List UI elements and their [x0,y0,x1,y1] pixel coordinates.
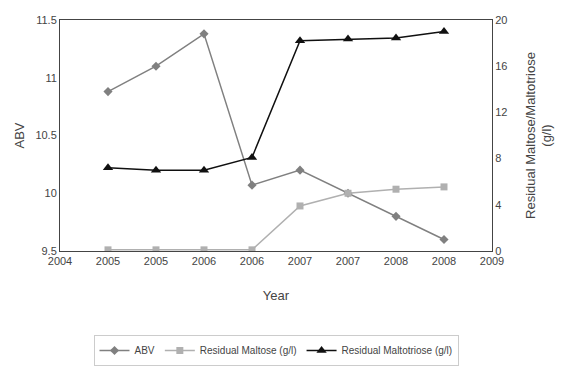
svg-text:Residual Maltotriose (g/l): Residual Maltotriose (g/l) [342,345,453,356]
svg-text:0: 0 [495,245,501,257]
svg-text:4: 4 [495,199,501,211]
svg-text:10: 10 [45,187,57,199]
svg-text:2006: 2006 [240,255,264,267]
svg-text:2007: 2007 [336,255,360,267]
svg-text:ABV: ABV [135,345,155,356]
svg-text:11.5: 11.5 [36,14,57,26]
svg-text:2004: 2004 [48,255,72,267]
svg-text:20: 20 [495,14,507,26]
svg-text:11: 11 [45,72,56,84]
svg-text:8: 8 [495,152,501,164]
svg-text:12: 12 [495,106,507,118]
svg-text:2008: 2008 [384,255,408,267]
svg-text:Residual Maltose/Maltotriose(g: Residual Maltose/Maltotriose(g/l) [523,52,555,219]
svg-text:16: 16 [495,60,507,72]
svg-text:Year: Year [263,288,290,303]
svg-text:2005: 2005 [144,255,168,267]
svg-text:9.5: 9.5 [42,245,57,257]
svg-text:2008: 2008 [432,255,456,267]
svg-text:2007: 2007 [288,255,312,267]
svg-text:10.5: 10.5 [35,129,56,141]
svg-text:Residual Maltose (g/l): Residual Maltose (g/l) [200,345,297,356]
svg-text:2006: 2006 [192,255,216,267]
svg-text:2005: 2005 [96,255,120,267]
svg-text:ABV: ABV [12,122,27,148]
svg-text:2009: 2009 [480,255,504,267]
